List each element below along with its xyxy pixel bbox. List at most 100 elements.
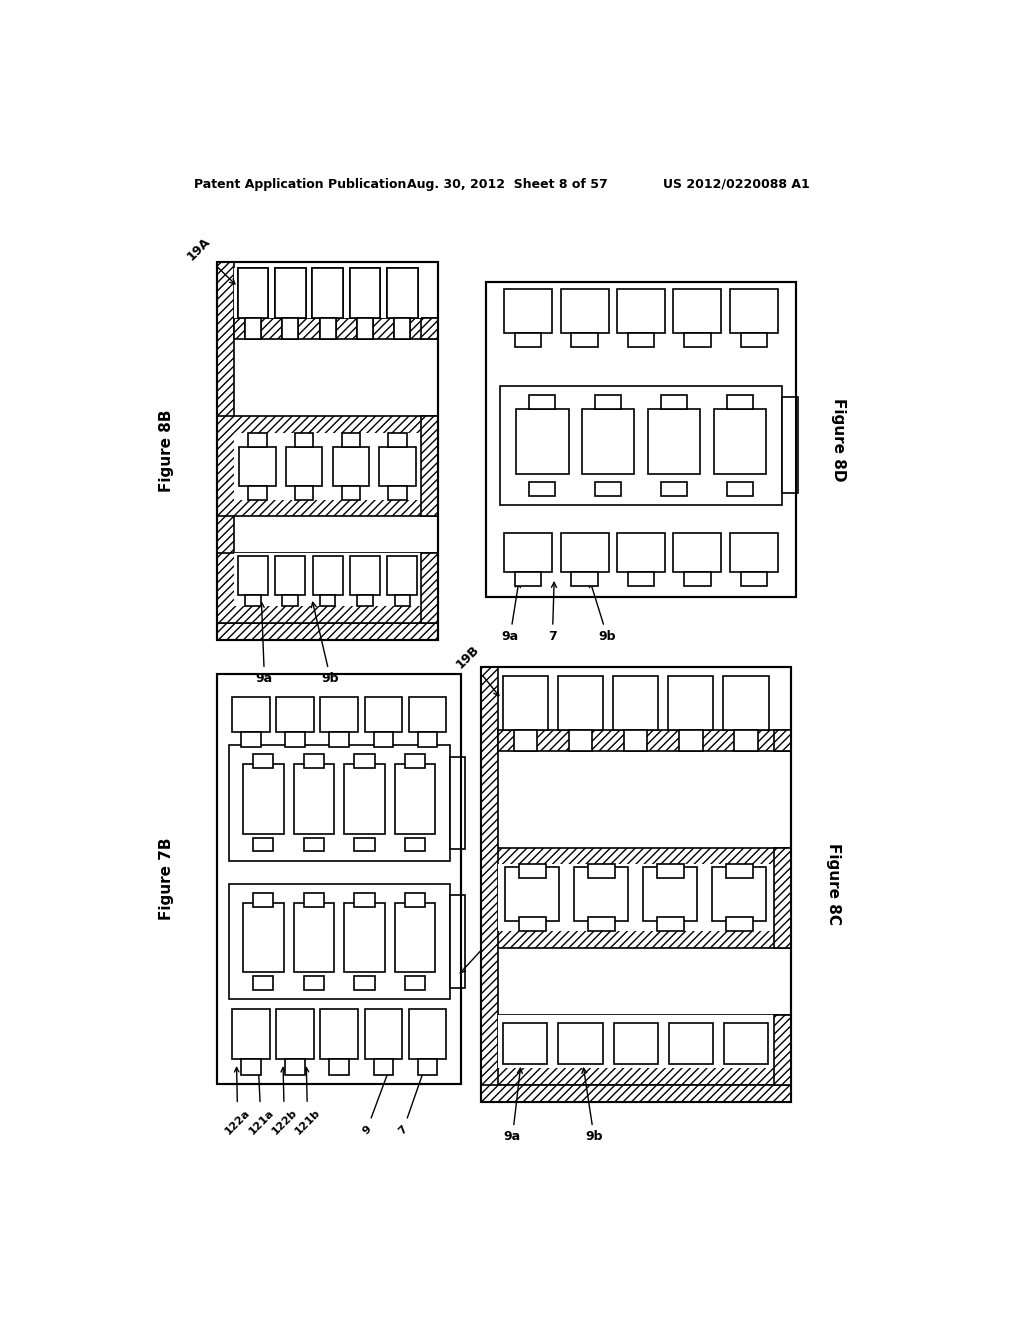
Bar: [684, 572, 711, 586]
Bar: [286, 733, 305, 747]
Bar: [312, 268, 343, 318]
Text: 19A: 19A: [184, 235, 234, 284]
Bar: [740, 333, 767, 347]
Bar: [232, 1010, 269, 1059]
Bar: [374, 1059, 393, 1074]
Bar: [304, 892, 324, 907]
Bar: [669, 1023, 713, 1064]
Bar: [498, 865, 773, 931]
Bar: [245, 318, 261, 339]
Bar: [295, 433, 313, 447]
Bar: [357, 318, 373, 339]
Text: Figure 8B: Figure 8B: [160, 409, 174, 492]
Bar: [312, 557, 342, 595]
Bar: [217, 263, 234, 640]
Bar: [714, 409, 766, 474]
Bar: [588, 865, 614, 878]
Bar: [726, 865, 753, 878]
Bar: [228, 744, 450, 861]
Bar: [500, 385, 782, 506]
Bar: [365, 697, 402, 733]
Bar: [275, 557, 305, 595]
Bar: [241, 1059, 260, 1074]
Text: 122b: 122b: [270, 1068, 299, 1137]
Bar: [674, 533, 722, 572]
Bar: [712, 867, 766, 921]
Bar: [312, 268, 343, 318]
Bar: [243, 764, 284, 834]
Bar: [519, 865, 546, 878]
Bar: [529, 482, 555, 496]
Bar: [394, 318, 411, 339]
Bar: [773, 730, 791, 751]
Bar: [773, 847, 791, 948]
Text: Figure 7B: Figure 7B: [160, 838, 174, 920]
Bar: [730, 289, 778, 333]
Bar: [421, 416, 438, 516]
Bar: [588, 917, 614, 931]
Bar: [274, 268, 305, 318]
Bar: [395, 764, 435, 834]
Bar: [319, 318, 336, 339]
Bar: [304, 977, 324, 990]
Text: 9: 9: [360, 1067, 390, 1137]
Bar: [486, 281, 796, 598]
Bar: [234, 318, 438, 339]
Bar: [234, 553, 421, 606]
Bar: [558, 676, 603, 730]
Bar: [294, 903, 334, 973]
Bar: [380, 447, 416, 486]
Bar: [238, 557, 268, 595]
Bar: [245, 318, 261, 339]
Bar: [656, 865, 684, 878]
Bar: [232, 697, 269, 733]
Text: 9a: 9a: [256, 602, 273, 685]
Bar: [660, 395, 687, 409]
Bar: [684, 333, 711, 347]
Bar: [354, 977, 375, 990]
Bar: [421, 553, 438, 623]
Bar: [660, 482, 687, 496]
Bar: [249, 433, 266, 447]
Bar: [350, 557, 380, 595]
Bar: [388, 486, 407, 499]
Bar: [558, 1023, 602, 1064]
Bar: [295, 486, 313, 499]
Bar: [283, 595, 298, 606]
Text: 122a: 122a: [223, 1068, 252, 1137]
Bar: [344, 903, 385, 973]
Bar: [480, 667, 498, 1102]
Text: 9a: 9a: [502, 582, 520, 643]
Bar: [624, 730, 647, 751]
Text: Patent Application Publication: Patent Application Publication: [194, 178, 407, 190]
Bar: [480, 667, 791, 1102]
Bar: [330, 1059, 349, 1074]
Text: 9b: 9b: [582, 1068, 603, 1143]
Bar: [450, 895, 465, 987]
Bar: [409, 697, 446, 733]
Bar: [421, 318, 438, 339]
Bar: [357, 318, 373, 339]
Bar: [617, 289, 665, 333]
Bar: [568, 730, 592, 751]
Bar: [571, 333, 598, 347]
Bar: [515, 333, 542, 347]
Bar: [515, 572, 542, 586]
Bar: [245, 595, 261, 606]
Bar: [529, 395, 555, 409]
Bar: [409, 1010, 446, 1059]
Bar: [418, 733, 437, 747]
Bar: [283, 318, 298, 339]
Text: Figure 8C: Figure 8C: [825, 843, 841, 925]
Bar: [234, 433, 421, 499]
Text: 7: 7: [548, 582, 557, 643]
Text: US 2012/0220088 A1: US 2012/0220088 A1: [663, 178, 810, 190]
Bar: [253, 838, 273, 851]
Bar: [582, 409, 635, 474]
Bar: [243, 903, 284, 973]
Bar: [498, 730, 791, 751]
Bar: [319, 595, 335, 606]
Text: 121a: 121a: [247, 1068, 275, 1137]
Bar: [450, 756, 465, 849]
Bar: [503, 1023, 548, 1064]
